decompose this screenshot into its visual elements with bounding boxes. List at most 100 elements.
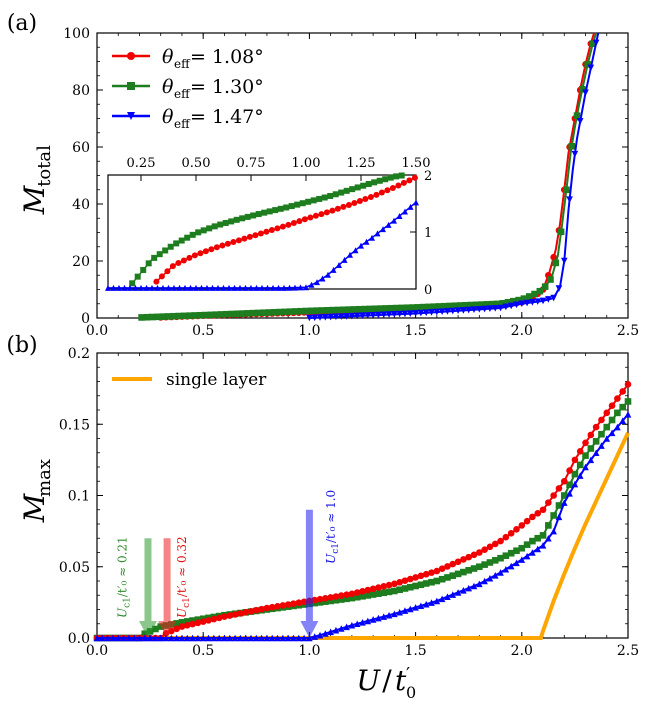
panel-b-series-blue-marker — [237, 634, 244, 642]
panel-a-series-blue-marker — [491, 305, 499, 312]
panel-b-series-blue-marker — [624, 410, 632, 418]
annot-rest: /t′₀ ≈ 0.21 — [116, 536, 130, 597]
inset-series-green-marker — [365, 181, 372, 188]
inset-series-red-marker — [268, 227, 275, 234]
panel-b-series-green-marker — [614, 409, 621, 417]
panel-a-series-blue-marker — [460, 307, 467, 314]
panel-b-series-blue-marker — [114, 634, 122, 642]
panel-b-ytick-label: 0.1 — [68, 489, 90, 505]
panel-a-series-blue-marker — [412, 310, 419, 317]
panel-b-series-red-marker — [284, 601, 292, 608]
inset-series-green-marker — [393, 173, 400, 180]
panel-a-series-green-marker — [531, 290, 538, 298]
panel-a-series-blue-marker — [523, 299, 531, 307]
panel-b-series-red-marker — [417, 572, 425, 580]
panel-b-series-green-marker — [337, 596, 345, 603]
inset-series-green-marker — [184, 234, 191, 241]
panel-b-xtick-label: 2.5 — [617, 643, 639, 659]
inset-series-green-marker — [211, 223, 218, 230]
panel-b-series-blue-marker — [104, 634, 111, 642]
panel-b-series-green-marker — [460, 568, 467, 576]
panel-b-series-blue-marker — [327, 628, 334, 636]
arrow-annotation-text: Uc1/t′₀ ≈ 0.21 — [116, 536, 133, 618]
panel-b-series-blue-marker — [513, 559, 520, 567]
panel-a-series-blue-marker — [369, 311, 377, 319]
panel-a-series-blue-marker — [539, 297, 547, 305]
panel-b-series-green-marker — [518, 544, 526, 552]
panel-a-series-blue-marker — [353, 312, 361, 320]
panel-b-ytick-label: 0.2 — [68, 346, 90, 362]
panel-a-series-green-marker — [563, 186, 570, 194]
inset-series-green-marker — [217, 221, 224, 228]
panel-a-series-blue-marker — [332, 313, 340, 321]
annot-sub: c1 — [331, 543, 341, 554]
panel-b-series-green-marker — [486, 559, 494, 566]
legend-marker — [127, 52, 135, 60]
panel-b-series-red-marker — [210, 615, 218, 623]
panel-b-series-blue-marker — [199, 634, 207, 642]
inset-series-green-marker — [189, 231, 196, 238]
legend-marker — [127, 112, 135, 120]
panel-b-series-green-marker — [369, 591, 377, 598]
panel-b-series-red-marker — [401, 577, 409, 584]
inset-series-blue-marker — [110, 284, 117, 291]
panel-b-series-red-marker — [364, 586, 372, 594]
inset-series-red-marker — [219, 242, 226, 249]
panel-a-series-green-marker — [207, 311, 214, 319]
panel-b-series-red-marker — [534, 510, 542, 517]
legend-theta: θ — [162, 46, 174, 68]
inset-series-blue-marker — [374, 230, 381, 237]
inset-series-red-marker — [323, 209, 330, 216]
panel-b-series-red-marker — [189, 620, 196, 628]
panel-b-series-red-marker — [513, 526, 520, 533]
legend-value: = 1.08° — [190, 46, 264, 68]
inset-series-blue-marker — [237, 284, 243, 291]
panel-a-series-green-marker — [361, 305, 368, 313]
legend-value: = 1.47° — [190, 106, 264, 128]
inset-series-red-marker — [296, 218, 303, 225]
inset-series-red-marker — [252, 232, 259, 239]
inset-series-blue-marker — [308, 281, 315, 288]
inset-series-green-marker — [261, 209, 268, 216]
panel-b-series-blue-marker — [295, 634, 303, 642]
panel-b-series-green-marker — [529, 537, 536, 545]
panel-b-series-blue-marker — [491, 572, 499, 579]
panel-b-series-blue-marker — [178, 634, 186, 642]
panel-a-series-blue-marker — [406, 310, 414, 317]
panel-a-series-blue-marker — [449, 307, 457, 315]
panel-b-series-red-marker — [279, 602, 287, 609]
panel-a-series-blue-marker — [486, 305, 494, 313]
arrow-blue-shaft — [305, 509, 313, 622]
panel-a-series-green-marker — [286, 308, 294, 315]
panel-b-series-blue-marker — [284, 634, 292, 642]
inset-series-blue-marker — [204, 284, 210, 291]
panel-a-series-blue-marker — [385, 311, 393, 318]
panel-b-label: (b) — [6, 333, 37, 358]
panel-a-series-green-marker — [159, 313, 167, 320]
inset-series-blue-marker — [347, 251, 353, 258]
inset-series-green-marker — [145, 260, 152, 267]
panel-b-series-blue-marker — [258, 634, 265, 642]
xlabel-sub: 0 — [406, 683, 416, 702]
panel-b-series-orange — [97, 431, 630, 640]
panel-a-series-green-marker — [440, 302, 448, 310]
panel-a-series-green-marker — [387, 304, 395, 312]
inset-series-blue-marker — [264, 284, 271, 291]
panel-b-series-red-marker — [582, 439, 589, 447]
panel-b-series-red-marker — [438, 565, 446, 573]
panel-b-series-red-marker — [337, 592, 345, 599]
panel-b-series-red-marker — [258, 605, 265, 613]
panel-b-series-red-marker — [237, 610, 244, 617]
panel-b-series-red-marker — [502, 533, 510, 541]
panel-b-series-green-marker — [412, 582, 419, 590]
panel-b-series-blue-marker — [422, 600, 430, 608]
panel-a-series-blue-marker — [550, 294, 557, 302]
panel-a-series-green-marker — [488, 300, 496, 308]
inset-series-blue-marker — [330, 266, 337, 273]
inset-series-blue-marker — [127, 284, 133, 291]
panel-b-series-red-marker — [560, 477, 568, 485]
panel-a-ytick-label: 20 — [72, 254, 90, 270]
panel-a-series-green-marker — [425, 303, 432, 311]
panel-a-series-blue-marker — [507, 302, 515, 310]
